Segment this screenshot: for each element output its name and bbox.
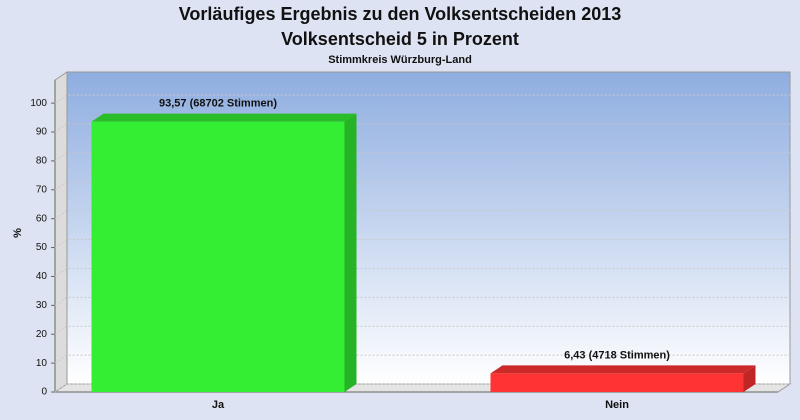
- grid-line: [54, 267, 790, 277]
- grid-line: [54, 123, 790, 133]
- grid-line: [54, 354, 790, 364]
- y-tick-label: 30: [36, 300, 48, 311]
- bar-side: [344, 113, 357, 392]
- grid-line: [54, 181, 790, 191]
- chart-caption: Stimmkreis Würzburg-Land: [328, 54, 472, 66]
- grid-line: [54, 296, 790, 306]
- y-tick-label: 70: [36, 184, 48, 195]
- grid-line: [54, 325, 790, 335]
- value-label: 93,57 (68702 Stimmen): [159, 98, 277, 110]
- y-tick-label: 60: [36, 213, 48, 224]
- left-wall: [54, 71, 68, 393]
- grid-line: [54, 210, 790, 220]
- grid-line: [54, 152, 790, 162]
- y-tick-label: 40: [36, 271, 48, 282]
- y-tick-label: 0: [41, 387, 47, 398]
- x-tick-label: Nein: [605, 399, 629, 411]
- y-axis-label: %: [12, 228, 24, 238]
- y-tick-label: 90: [36, 127, 48, 138]
- chart-subtitle: Volksentscheid 5 in Prozent: [281, 29, 519, 49]
- bar-side: [743, 365, 756, 392]
- bar-top: [91, 113, 357, 122]
- x-tick-label: Ja: [212, 399, 225, 411]
- y-tick-label: 100: [30, 98, 47, 109]
- bar: [91, 121, 345, 392]
- grid-line: [54, 239, 790, 248]
- chart-title: Vorläufiges Ergebnis zu den Volksentsche…: [179, 4, 621, 24]
- y-tick-label: 20: [36, 329, 48, 340]
- grid-line: [54, 94, 790, 104]
- y-tick-label: 80: [36, 156, 48, 167]
- value-label: 6,43 (4718 Stimmen): [564, 349, 670, 361]
- y-tick-label: 50: [36, 242, 48, 253]
- bar-top: [490, 365, 756, 374]
- y-tick-label: 10: [36, 358, 48, 369]
- bar: [490, 373, 744, 392]
